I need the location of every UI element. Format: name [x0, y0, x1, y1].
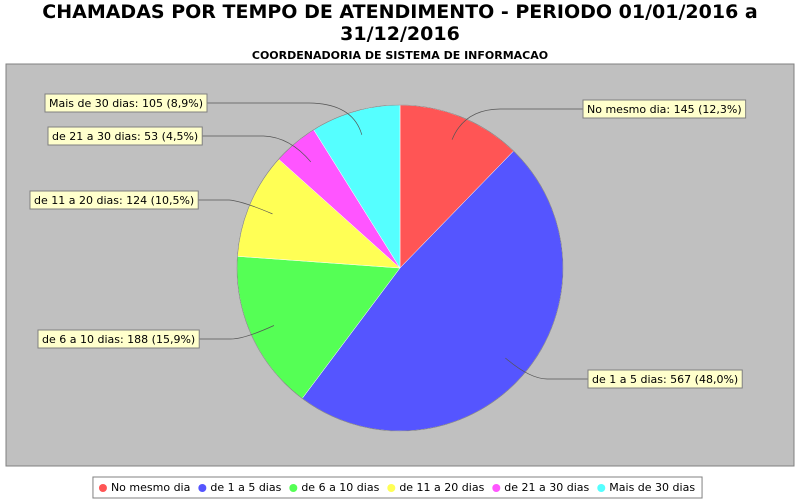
label-box [587, 369, 743, 389]
leader-line [202, 135, 312, 163]
legend-marker [198, 484, 207, 492]
legend-label: de 11 a 20 dias [399, 481, 484, 494]
data-label: de 6 a 10 dias: 188 (15,9%) [37, 329, 200, 349]
leader-line [207, 102, 363, 135]
leader-line [198, 199, 273, 215]
label-box [582, 99, 747, 119]
legend-marker [289, 484, 298, 492]
label-box [29, 190, 199, 210]
legend-marker [597, 484, 606, 492]
data-label: Mais de 30 dias: 105 (8,9%) [44, 93, 208, 113]
label-text: de 6 a 10 dias: 188 (15,9%) [42, 333, 195, 346]
legend-label: de 21 a 30 dias [504, 481, 589, 494]
chart-subtitle: COORDENADORIA DE SISTEMA DE INFORMACAO [251, 49, 549, 62]
leader-line [451, 108, 583, 140]
legend-marker [387, 484, 396, 492]
data-label: de 11 a 20 dias: 124 (10,5%) [29, 190, 199, 210]
legend-label: de 1 a 5 dias [210, 481, 281, 494]
legend-marker [98, 484, 107, 492]
legend-label: No mesmo dia [111, 481, 190, 494]
data-label: de 21 a 30 dias: 53 (4,5%) [47, 126, 203, 146]
legend-label: Mais de 30 dias [609, 481, 695, 494]
label-text: de 11 a 20 dias: 124 (10,5%) [34, 194, 194, 207]
label-text: No mesmo dia: 145 (12,3%) [587, 103, 742, 116]
pie-outline [236, 104, 564, 432]
leader-line [505, 357, 588, 380]
label-text: Mais de 30 dias: 105 (8,9%) [49, 97, 203, 110]
legend: No mesmo dia de 1 a 5 dias de 6 a 10 dias d… [92, 476, 703, 499]
label-box [37, 329, 200, 349]
label-text: de 21 a 30 dias: 53 (4,5%) [52, 130, 198, 143]
legend-label: de 6 a 10 dias [301, 481, 379, 494]
chart-title: CHAMADAS POR TEMPO DE ATENDIMENTO - PERI… [42, 1, 758, 45]
legend-frame [92, 476, 703, 499]
label-box [47, 126, 203, 146]
data-label: No mesmo dia: 145 (12,3%) [582, 99, 747, 119]
label-box [44, 93, 208, 113]
data-label: de 1 a 5 dias: 567 (48,0%) [587, 369, 743, 389]
label-text: de 1 a 5 dias: 567 (48,0%) [592, 373, 738, 386]
leader-line [199, 325, 275, 340]
legend-marker [492, 484, 501, 492]
